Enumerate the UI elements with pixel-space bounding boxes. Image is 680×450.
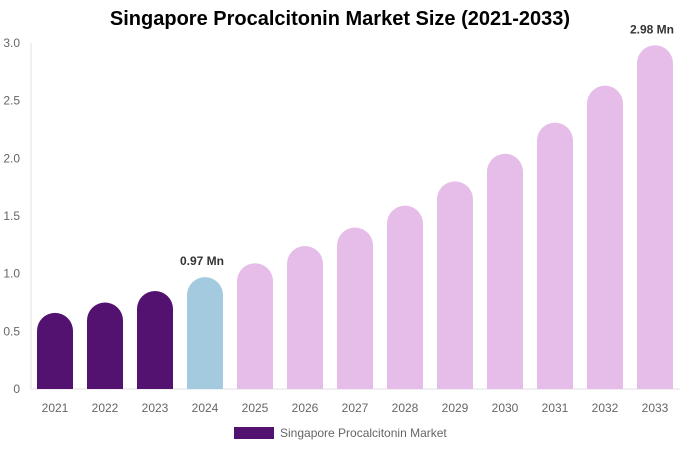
bar-2023[interactable]	[137, 290, 173, 389]
x-tick-label: 2025	[242, 401, 269, 415]
y-tick-label: 0.5	[3, 324, 20, 338]
bar-2030[interactable]	[487, 153, 523, 389]
x-tick-label: 2029	[442, 401, 469, 415]
bar-2026[interactable]	[287, 245, 323, 389]
data-label: 2.98 Mn	[630, 22, 674, 36]
legend[interactable]: Singapore Procalcitonin Market	[234, 426, 447, 440]
y-tick-label: 1.5	[3, 209, 20, 223]
bar-2024[interactable]	[187, 277, 223, 389]
y-tick-label: 0	[13, 382, 20, 396]
x-tick-label: 2031	[542, 401, 569, 415]
bar-2032[interactable]	[587, 85, 623, 389]
chart-title: Singapore Procalcitonin Market Size (202…	[109, 8, 571, 30]
data-label: 0.97 Mn	[180, 254, 224, 268]
legend-label: Singapore Procalcitonin Market	[280, 426, 447, 440]
y-tick-label: 3.0	[3, 36, 20, 50]
x-tick-label: 2030	[492, 401, 519, 415]
bar-2021[interactable]	[37, 312, 73, 389]
bar-2022[interactable]	[87, 302, 123, 390]
x-tick-label: 2028	[392, 401, 419, 415]
bar-2033[interactable]	[637, 45, 673, 389]
x-tick-label: 2033	[642, 401, 669, 415]
y-tick-label: 2.0	[3, 151, 20, 165]
legend-swatch	[234, 427, 274, 439]
x-tick-label: 2023	[142, 401, 169, 415]
x-tick-label: 2022	[92, 401, 119, 415]
x-tick-label: 2021	[42, 401, 69, 415]
x-tick-label: 2024	[192, 401, 219, 415]
bar-2031[interactable]	[537, 122, 573, 389]
bar-2029[interactable]	[437, 181, 473, 389]
x-tick-label: 2027	[342, 401, 369, 415]
bar-2025[interactable]	[237, 263, 273, 389]
bar-2028[interactable]	[387, 205, 423, 389]
y-tick-label: 2.5	[3, 94, 20, 108]
y-tick-label: 1.0	[3, 267, 20, 281]
bar-2027[interactable]	[337, 227, 373, 389]
x-tick-label: 2026	[292, 401, 319, 415]
x-tick-label: 2032	[592, 401, 619, 415]
